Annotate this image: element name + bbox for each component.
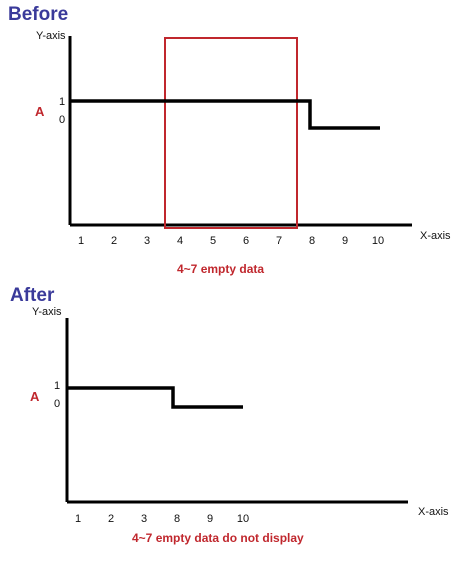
before-x-tick-9: 9 — [341, 235, 349, 247]
before-y-tick-1: 1 — [59, 96, 66, 108]
before-x-tick-10: 10 — [371, 235, 385, 247]
after-x-axis-label: X-axis — [418, 506, 449, 518]
before-x-axis-label: X-axis — [420, 230, 451, 242]
before-highlight-box — [164, 37, 298, 229]
before-caption: 4~7 empty data — [177, 262, 265, 276]
before-x-tick-2: 2 — [110, 235, 118, 247]
after-x-tick-10: 10 — [236, 513, 250, 525]
before-heading: Before — [8, 4, 69, 25]
after-x-tick-1: 1 — [74, 513, 82, 525]
before-series-label: A — [35, 104, 45, 119]
before-x-tick-6: 6 — [242, 235, 250, 247]
before-x-tick-8: 8 — [308, 235, 316, 247]
after-x-tick-8: 8 — [173, 513, 181, 525]
after-caption: 4~7 empty data do not display — [132, 531, 304, 545]
after-y-tick-0: 0 — [54, 398, 61, 410]
after-series-label: A — [30, 389, 40, 404]
before-x-tick-3: 3 — [143, 235, 151, 247]
after-x-tick-3: 3 — [140, 513, 148, 525]
before-y-axis-label: Y-axis — [36, 30, 66, 42]
before-x-tick-5: 5 — [209, 235, 217, 247]
before-y-tick-0: 0 — [59, 114, 66, 126]
after-x-tick-9: 9 — [206, 513, 214, 525]
before-x-tick-4: 4 — [176, 235, 184, 247]
before-x-tick-1: 1 — [77, 235, 85, 247]
before-x-tick-7: 7 — [275, 235, 283, 247]
before-series-line — [70, 99, 380, 130]
after-y-axis-label: Y-axis — [32, 306, 62, 318]
after-y-tick-1: 1 — [54, 380, 61, 392]
after-x-tick-2: 2 — [107, 513, 115, 525]
after-series-line — [67, 386, 243, 409]
after-heading: After — [10, 285, 55, 306]
